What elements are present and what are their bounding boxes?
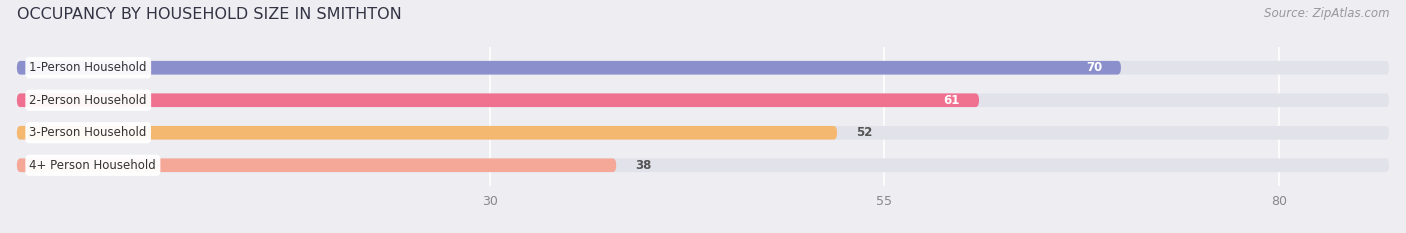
Text: 1-Person Household: 1-Person Household (30, 61, 148, 74)
FancyBboxPatch shape (17, 126, 837, 140)
Text: 38: 38 (636, 159, 651, 172)
Text: 70: 70 (1085, 61, 1102, 74)
Text: Source: ZipAtlas.com: Source: ZipAtlas.com (1264, 7, 1389, 20)
Text: 52: 52 (856, 126, 872, 139)
Text: 61: 61 (943, 94, 960, 107)
FancyBboxPatch shape (17, 126, 1389, 140)
FancyBboxPatch shape (17, 158, 616, 172)
FancyBboxPatch shape (17, 93, 1389, 107)
FancyBboxPatch shape (17, 158, 1389, 172)
Text: 2-Person Household: 2-Person Household (30, 94, 148, 107)
FancyBboxPatch shape (17, 93, 979, 107)
FancyBboxPatch shape (17, 61, 1121, 75)
Text: OCCUPANCY BY HOUSEHOLD SIZE IN SMITHTON: OCCUPANCY BY HOUSEHOLD SIZE IN SMITHTON (17, 7, 402, 22)
Text: 3-Person Household: 3-Person Household (30, 126, 146, 139)
FancyBboxPatch shape (17, 61, 1389, 75)
Text: 4+ Person Household: 4+ Person Household (30, 159, 156, 172)
